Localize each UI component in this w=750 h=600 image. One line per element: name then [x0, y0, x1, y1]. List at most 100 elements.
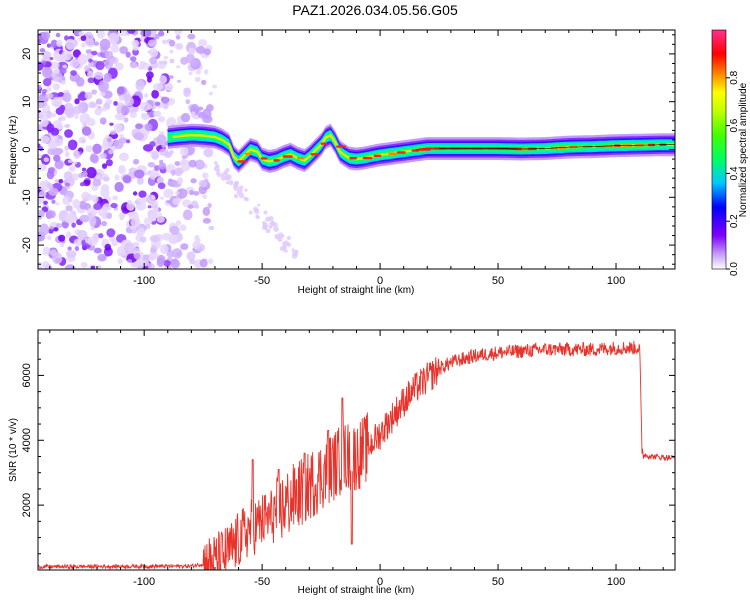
noise-blob: [146, 71, 154, 79]
noise-blob: [171, 248, 183, 259]
noise-blob: [158, 30, 165, 37]
noise-blob: [135, 123, 143, 130]
noise-blob: [64, 151, 70, 158]
x-tick-label: -50: [254, 275, 270, 287]
noise-blob: [142, 254, 151, 262]
noise-blob: [38, 163, 48, 172]
noise-blob: [169, 39, 176, 47]
noise-blob: [99, 38, 111, 51]
tail-blob: [255, 214, 259, 219]
noise-blob: [93, 41, 100, 46]
tail-blob: [262, 222, 269, 229]
tail-blob: [238, 192, 245, 199]
noise-blob: [208, 91, 214, 96]
noise-blob: [161, 144, 167, 148]
noise-blob: [60, 80, 66, 85]
noise-blob: [168, 75, 174, 79]
noise-blob: [53, 154, 61, 162]
noise-blob: [212, 84, 218, 89]
noise-blob: [119, 133, 124, 138]
noise-blob: [51, 96, 63, 108]
noise-blob: [91, 211, 96, 217]
noise-blob: [38, 209, 45, 218]
noise-blob: [141, 197, 148, 203]
noise-blob: [158, 162, 167, 170]
noise-blob: [45, 93, 54, 99]
noise-blob: [80, 35, 87, 42]
noise-blob: [187, 204, 194, 209]
tail-blob: [232, 182, 239, 188]
noise-blob: [147, 39, 157, 47]
noise-blob: [170, 258, 180, 269]
noise-blob: [114, 112, 125, 121]
tail-blob: [248, 210, 253, 215]
noise-blob: [72, 161, 78, 165]
tail-blob: [213, 161, 218, 165]
y-tick-label: 2000: [21, 493, 33, 517]
noise-blob: [132, 105, 139, 113]
colorbar-tick-label: 0.2: [729, 214, 740, 228]
noise-blob: [140, 260, 150, 267]
tail-blob: [220, 175, 227, 181]
tail-blob: [263, 210, 268, 215]
noise-blob: [52, 82, 61, 91]
noise-blob: [68, 165, 76, 172]
noise-blob: [84, 237, 92, 244]
noise-blob: [112, 195, 119, 201]
noise-blob: [105, 159, 113, 167]
noise-blob: [42, 246, 51, 256]
noise-blob: [177, 177, 184, 185]
noise-blob: [62, 196, 71, 206]
noise-blob: [87, 70, 94, 78]
noise-blob: [55, 148, 64, 155]
colorbar-tick-label: 0.0: [729, 262, 740, 276]
noise-blob: [64, 129, 73, 138]
noise-blob: [198, 179, 208, 188]
noise-blob: [130, 217, 141, 228]
noise-blob: [129, 111, 137, 119]
noise-blob: [140, 62, 150, 70]
noise-blob: [65, 108, 75, 119]
tail-blob: [265, 228, 271, 234]
noise-blob: [149, 47, 159, 58]
x-tick-label: -100: [133, 275, 155, 287]
colorbar-tick-label: 0.8: [729, 70, 740, 84]
noise-blob: [71, 222, 77, 228]
x-tick-label: 100: [607, 576, 625, 588]
x-tick-label: -100: [133, 576, 155, 588]
noise-blob: [54, 160, 64, 170]
tail-blob: [244, 188, 248, 192]
noise-blob: [207, 202, 212, 209]
noise-blob: [38, 110, 48, 118]
noise-blob: [64, 145, 70, 151]
noise-blob: [99, 91, 106, 97]
noise-blob: [169, 225, 180, 235]
x-tick-label: -50: [254, 576, 270, 588]
noise-blob: [133, 132, 144, 141]
x-tick-label: 50: [492, 275, 504, 287]
noise-blob: [41, 31, 51, 40]
noise-blob: [56, 39, 63, 48]
noise-blob: [177, 79, 182, 83]
snr-x-ticks: -100 -50 0 50 100: [49, 330, 664, 588]
noise-blob: [123, 117, 129, 123]
noise-blob: [134, 252, 141, 260]
noise-blob: [46, 210, 56, 219]
noise-blob: [179, 146, 189, 156]
noise-blob: [79, 112, 91, 125]
noise-blob: [127, 211, 135, 217]
noise-blob: [69, 58, 80, 68]
noise-blob: [172, 197, 181, 206]
noise-blob: [50, 39, 58, 48]
noise-blob: [70, 70, 77, 76]
noise-blob: [66, 216, 73, 222]
noise-blob: [41, 261, 50, 269]
noise-blob: [64, 35, 69, 41]
noise-blob: [106, 137, 112, 142]
noise-blob: [51, 199, 56, 204]
noise-blob: [175, 220, 182, 227]
y-tick-label: -20: [21, 237, 33, 253]
noise-blob: [79, 200, 87, 210]
colorbar-ticks: 0.0 0.2 0.4 0.6 0.8: [711, 29, 740, 276]
noise-blob: [88, 60, 94, 68]
